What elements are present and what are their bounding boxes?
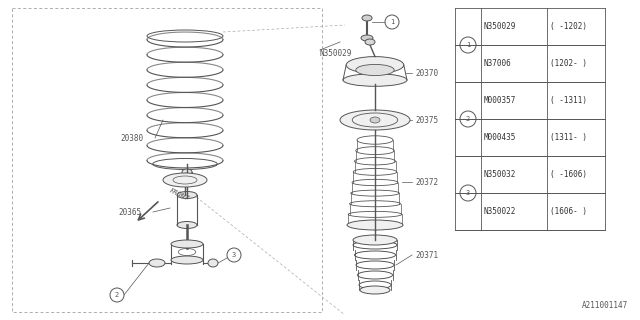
Text: 20365: 20365 [118,207,141,217]
Text: FRONT: FRONT [168,188,190,202]
Circle shape [460,37,476,53]
Text: 3: 3 [232,252,236,258]
Ellipse shape [340,110,410,130]
Ellipse shape [343,74,407,86]
Ellipse shape [356,64,394,76]
Ellipse shape [353,235,397,245]
Text: N350032: N350032 [484,170,516,179]
Ellipse shape [362,15,372,21]
Text: M000435: M000435 [484,133,516,142]
Text: (1311- ): (1311- ) [550,133,587,142]
Text: 20380: 20380 [120,133,143,142]
Text: N350029: N350029 [484,22,516,31]
Text: 20370: 20370 [415,68,438,77]
Ellipse shape [182,169,192,175]
Text: ( -1606): ( -1606) [550,170,587,179]
Text: (1606- ): (1606- ) [550,207,587,216]
Ellipse shape [347,220,403,230]
Circle shape [460,185,476,201]
Circle shape [110,288,124,302]
Text: ( -1311): ( -1311) [550,96,587,105]
Ellipse shape [177,191,197,198]
Circle shape [460,111,476,127]
Ellipse shape [370,117,380,123]
Ellipse shape [361,35,373,41]
Ellipse shape [163,173,207,187]
Text: N350022: N350022 [484,207,516,216]
Ellipse shape [365,39,375,45]
Circle shape [227,248,241,262]
Text: 2: 2 [466,116,470,122]
Ellipse shape [360,286,390,294]
Text: 2: 2 [115,292,119,298]
Text: 1: 1 [466,42,470,48]
Text: 20371: 20371 [415,251,438,260]
Text: N37006: N37006 [484,59,512,68]
Text: 1: 1 [390,19,394,25]
Text: M000357: M000357 [484,96,516,105]
Text: A211001147: A211001147 [582,301,628,310]
Ellipse shape [171,256,203,264]
Text: 20375: 20375 [415,116,438,124]
Ellipse shape [149,259,165,267]
Text: ( -1202): ( -1202) [550,22,587,31]
Ellipse shape [208,259,218,267]
Text: N350029: N350029 [320,49,353,58]
Text: 3: 3 [466,190,470,196]
Ellipse shape [177,221,197,228]
Ellipse shape [171,240,203,248]
Ellipse shape [346,57,404,73]
Text: 20372: 20372 [415,178,438,187]
Circle shape [385,15,399,29]
Text: (1202- ): (1202- ) [550,59,587,68]
